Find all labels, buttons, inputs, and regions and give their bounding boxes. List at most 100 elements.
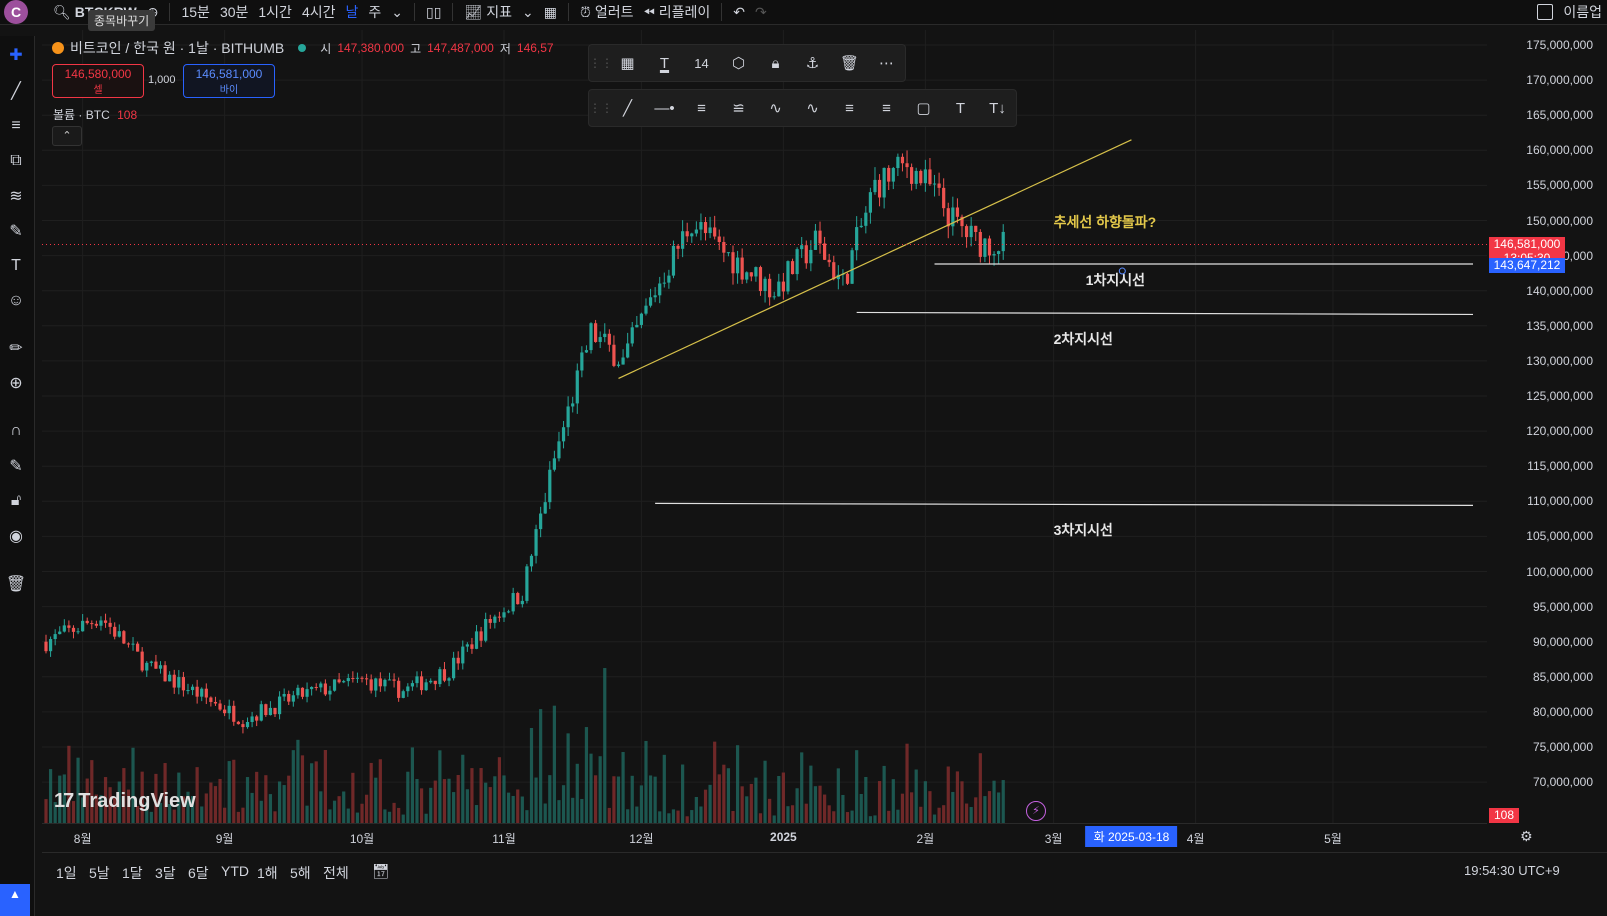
time-axis[interactable]: 8월 9월 10월 11월 12월 2025 2월 3월 4월 5월 xyxy=(42,823,1487,850)
trendline-annotation[interactable]: 추세선 하향돌파? xyxy=(1053,214,1157,231)
clock[interactable]: 19:54:30 UTC+9 xyxy=(1464,863,1560,878)
interval-1d[interactable]: 날 xyxy=(345,4,359,20)
candle-body xyxy=(964,226,969,238)
candle-body xyxy=(474,631,479,649)
scroll-up-button[interactable]: ▲ xyxy=(0,884,30,916)
candle-body xyxy=(181,677,185,691)
layout-name[interactable]: 이름업 xyxy=(1563,4,1602,20)
zoom-in-icon[interactable]: ⊕ xyxy=(9,375,23,392)
volume-bar xyxy=(71,801,76,823)
interval-1h[interactable]: 1시간 xyxy=(258,4,292,20)
trendline-tool-icon[interactable]: ╱ xyxy=(11,83,21,100)
user-avatar[interactable]: C xyxy=(4,0,28,24)
order-quantity[interactable]: 1,000 xyxy=(148,74,176,86)
volume-bar xyxy=(529,728,534,823)
support2-annotation[interactable]: 2차지시선 xyxy=(1053,330,1113,347)
candle-body xyxy=(218,703,222,710)
anchored-text-icon[interactable]: T↓ xyxy=(989,99,1006,117)
candle-body xyxy=(406,686,410,692)
replay-button[interactable]: ⏪︎ 리플레이 xyxy=(639,0,716,24)
layouts-button[interactable]: ▦ xyxy=(539,0,562,24)
range-1[interactable]: 5날 xyxy=(89,865,110,881)
candle-body xyxy=(250,716,254,723)
regression-channel-icon[interactable]: ≌ xyxy=(732,100,745,117)
fib-retracement-icon[interactable]: ≡ xyxy=(845,99,854,117)
volume-bar xyxy=(603,668,607,823)
trash-icon[interactable]: 🗑︎ xyxy=(839,55,860,72)
unlock-icon[interactable]: 🔓︎ xyxy=(10,492,22,509)
range-8[interactable]: 전체 xyxy=(323,865,349,881)
redo-button[interactable]: ↷ xyxy=(750,0,772,24)
ruler-icon[interactable]: ✏ xyxy=(9,340,23,357)
text-color-icon[interactable]: T xyxy=(659,54,670,72)
settings-icon[interactable]: ⬡ xyxy=(731,55,746,72)
candle-body xyxy=(850,250,854,284)
drag-handle-icon[interactable]: ⋮⋮ xyxy=(589,101,613,115)
horizontal-ray-icon[interactable]: —• xyxy=(654,99,675,117)
candle-body xyxy=(552,458,556,470)
price-axis[interactable]: 175,000,000 170,000,000 165,000,000 160,000… xyxy=(1487,30,1607,823)
candle-body xyxy=(626,343,630,358)
more-icon[interactable]: ⋯ xyxy=(879,55,894,72)
time-axis-settings-icon[interactable]: ⚙ xyxy=(1520,828,1533,844)
chart-type-button[interactable]: ▯▯ xyxy=(421,0,446,24)
text-icon[interactable]: T xyxy=(955,99,966,117)
trash-icon[interactable]: 🗑︎ xyxy=(5,576,27,593)
range-3[interactable]: 3달 xyxy=(155,865,176,881)
buy-button[interactable]: 146,581,000 바이 xyxy=(183,64,275,98)
interval-dropdown[interactable]: ⌄ xyxy=(386,0,408,24)
abc-pattern-icon[interactable]: ∿ xyxy=(806,100,819,117)
range-5[interactable]: YTD xyxy=(221,863,249,879)
interval-4h[interactable]: 4시간 xyxy=(301,4,336,20)
lock-drawing-icon[interactable]: ✎ xyxy=(9,458,23,475)
indicators-dropdown[interactable]: ⌄ xyxy=(517,0,539,24)
collapse-legend-button[interactable]: ⌃ xyxy=(52,126,82,146)
volume-bar xyxy=(589,753,593,823)
eye-icon[interactable]: ◉ xyxy=(9,528,23,545)
anchor-icon[interactable]: ⚓︎ xyxy=(805,55,820,72)
volume-bar xyxy=(690,810,694,823)
crosshair-icon[interactable]: ✚ xyxy=(9,47,23,64)
price-chart[interactable] xyxy=(42,30,1487,823)
range-4[interactable]: 6달 xyxy=(188,865,209,881)
interval-30m[interactable]: 30분 xyxy=(219,4,249,20)
support1-annotation[interactable]: 1차지시선 xyxy=(1085,271,1145,288)
candle-body xyxy=(71,627,76,632)
drag-handle-icon[interactable]: ⋮⋮ xyxy=(589,56,613,70)
magnet-icon[interactable]: ∩ xyxy=(10,422,22,439)
layout-checkbox[interactable] xyxy=(1532,0,1558,24)
alerts-button[interactable]: ⏰︎ 얼러트 xyxy=(575,0,639,24)
candle-body xyxy=(969,225,973,238)
pattern-tool-icon[interactable]: ⧉ xyxy=(10,152,22,169)
elliott-wave-icon[interactable]: ∿ xyxy=(769,100,782,117)
interval-15m[interactable]: 15분 xyxy=(181,4,210,20)
emoji-tool-icon[interactable]: ☺ xyxy=(7,292,25,309)
range-0[interactable]: 1일 xyxy=(56,865,77,881)
sell-button[interactable]: 146,580,000 셀 xyxy=(52,64,144,98)
indicators-button[interactable]: 📈︎ 지표 xyxy=(459,0,517,24)
trendline-icon[interactable]: ╱ xyxy=(622,100,633,117)
interval-1w[interactable]: 주 xyxy=(368,4,382,20)
go-to-date-icon[interactable]: 📅︎ xyxy=(372,863,390,879)
range-2[interactable]: 1달 xyxy=(122,865,143,881)
lock-icon[interactable]: 🔒︎ xyxy=(771,54,780,72)
volume-bar xyxy=(868,816,872,823)
volume-bar xyxy=(543,803,547,823)
range-7[interactable]: 5해 xyxy=(290,865,311,881)
volume-bar xyxy=(305,805,309,823)
support3-annotation[interactable]: 3차지시선 xyxy=(1053,522,1113,539)
rectangle-icon[interactable]: ▢ xyxy=(916,100,931,117)
undo-button[interactable]: ↶ xyxy=(728,0,750,24)
fib-extension-icon[interactable]: ≡ xyxy=(882,99,891,117)
text-tool-icon[interactable]: T xyxy=(11,257,21,274)
range-6[interactable]: 1해 xyxy=(257,865,278,881)
font-size-select[interactable]: 14 xyxy=(694,55,709,71)
fib-tool-icon[interactable]: ≡ xyxy=(11,117,21,134)
legend-title[interactable]: 비트코인 / 한국 원 · 1날 · BITHUMB xyxy=(70,40,285,56)
brush-tool-icon[interactable]: ✎ xyxy=(9,223,23,240)
parallel-channel-icon[interactable]: ≡ xyxy=(697,99,706,117)
volume-bar xyxy=(442,779,447,823)
templates-icon[interactable]: ▦ xyxy=(620,55,635,72)
forecast-tool-icon[interactable]: ≋ xyxy=(9,188,23,205)
lightning-icon[interactable]: ⚡︎ xyxy=(1026,801,1046,821)
